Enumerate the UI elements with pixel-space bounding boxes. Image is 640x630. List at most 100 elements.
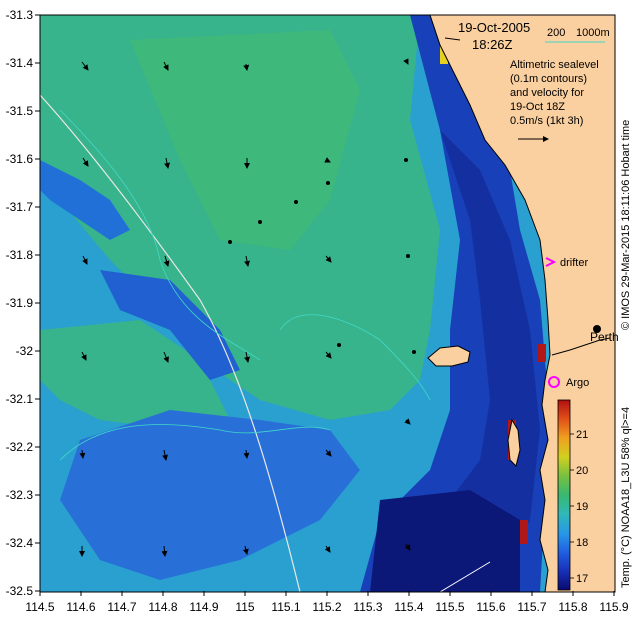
isobath-legend-1000: 1000m [576,27,610,39]
isobath-1000m [279,314,431,401]
velocity-arrow [324,157,331,163]
x-tick-label: 115.2 [312,600,341,614]
velocity-arrow [163,255,170,267]
perth-marker [593,325,601,333]
x-tick-label: 114.6 [66,600,95,614]
velocity-dot [412,350,416,354]
velocity-arrow [325,449,332,457]
swan-river [551,337,611,356]
y-tick-label: -31.6 [6,152,34,166]
velocity-arrow [243,63,250,71]
velocity-arrow [164,157,170,169]
sst-warm-core-south [40,320,230,430]
velocity-arrow [163,351,169,363]
velocity-arrow [404,543,411,551]
argo-marker [548,376,560,388]
x-tick-label: 114.5 [25,600,54,614]
velocity-arrow [79,449,86,459]
caption-temperature: Temp. (°C) NOAA18_L3U 58% ql>=4 [620,407,632,588]
y-tick-label: -31.7 [6,200,34,214]
velocity-arrow [403,58,409,65]
x-tick-label: 115.8 [558,600,587,614]
velocity-arrow [162,449,168,461]
sst-warm-core-inner [130,30,360,250]
date-pointer [444,37,461,41]
velocity-dot [406,254,410,258]
x-tick-label: 114.9 [189,600,218,614]
velocity-arrow [81,61,89,71]
velocity-arrow [404,418,411,425]
velocity-arrow [163,61,169,71]
y-tick-label: -31.9 [6,296,34,310]
y-tick-label: -32 [16,344,34,358]
isobath-legend-200: 200 [547,27,565,39]
velocity-arrow [325,351,332,359]
x-tick-label: 115.5 [435,600,464,614]
isobath-offshore [439,561,491,592]
velocity-arrow [244,255,250,267]
x-tick-label: 115.6 [476,600,505,614]
x-tick-label: 115.1 [271,600,300,614]
x-tick-label: 114.7 [107,600,136,614]
y-tick-label: -32.4 [6,536,34,550]
sst-cool-filament-central [100,270,240,380]
velocity-arrows [79,58,411,557]
y-tick-label: -31.5 [6,104,34,118]
isobath-200m [40,94,301,592]
velocity-dot [294,200,298,204]
colorbar-tick-label: 20 [576,465,588,477]
y-tick-label: -31.3 [6,8,34,22]
velocity-arrow [325,255,332,263]
y-tick-label: -31.4 [6,56,34,70]
velocity-arrow [81,351,87,361]
velocity-arrow [82,157,89,167]
x-tick-label: 115.4 [394,600,423,614]
altimetry-note-line: (0.1m contours) [510,73,587,85]
velocity-arrow [82,255,88,265]
argo-label: Argo [566,377,589,389]
velocity-dot [258,220,262,224]
colorbar [557,399,571,591]
sst-hot-pixel [520,520,528,544]
drifter-label: drifter [560,257,588,269]
sst-cool-filament-west [40,160,130,240]
colorbar-tick-label: 19 [576,501,588,513]
velocity-arrow [242,545,249,555]
y-tick-label: -32.1 [6,392,34,406]
altimetry-note-line: Altimetric sealevel [510,59,599,71]
isobath-1000m [59,109,261,361]
x-tick-label: 115.9 [599,600,628,614]
colorbar-tick-label: 21 [576,429,588,441]
city-label: Perth [590,330,619,344]
drifter-marker [545,257,557,267]
colorbar-tick-label: 18 [576,537,588,549]
altimetry-note-line: 19-Oct 18Z [510,101,565,113]
y-tick-label: -31.8 [6,248,34,262]
x-tick-label: 115.7 [517,600,546,614]
plot-area: 17 18 19 20 21 [40,15,615,592]
velocity-arrow [243,449,250,459]
y-tick-label: -32.3 [6,488,34,502]
caption-copyright: © IMOS 29-Mar-2015 18:11:06 Hobart time [620,120,632,330]
velocity-dot [326,181,330,185]
colorbar-tick-label: 17 [576,573,588,585]
colorbar-ticks [570,433,574,579]
velocity-arrow [324,545,331,553]
isobath-1000m [59,424,331,461]
velocity-arrow [161,545,168,557]
time-label: 18:26Z [472,37,513,52]
x-tick-label: 115 [235,600,254,614]
sst-coastal-coldest [380,130,540,592]
x-tick-label: 114.8 [148,600,177,614]
y-tick-label: -32.2 [6,440,34,454]
velocity-dot [404,158,408,162]
garden-island [507,418,521,467]
copyright-caption: © IMOS 29-Mar-2015 18:11:06 Hobart time [620,120,632,330]
side-caption: Temp. (°C) NOAA18_L3U 58% ql>=4 [620,407,632,588]
x-tick-label: 115.3 [353,600,382,614]
velocity-dot [337,343,341,347]
velocity-arrow [244,351,250,363]
sst-cool-filament-south [60,410,360,580]
velocity-scale-label: 0.5m/s (1kt 3h) [510,115,583,127]
